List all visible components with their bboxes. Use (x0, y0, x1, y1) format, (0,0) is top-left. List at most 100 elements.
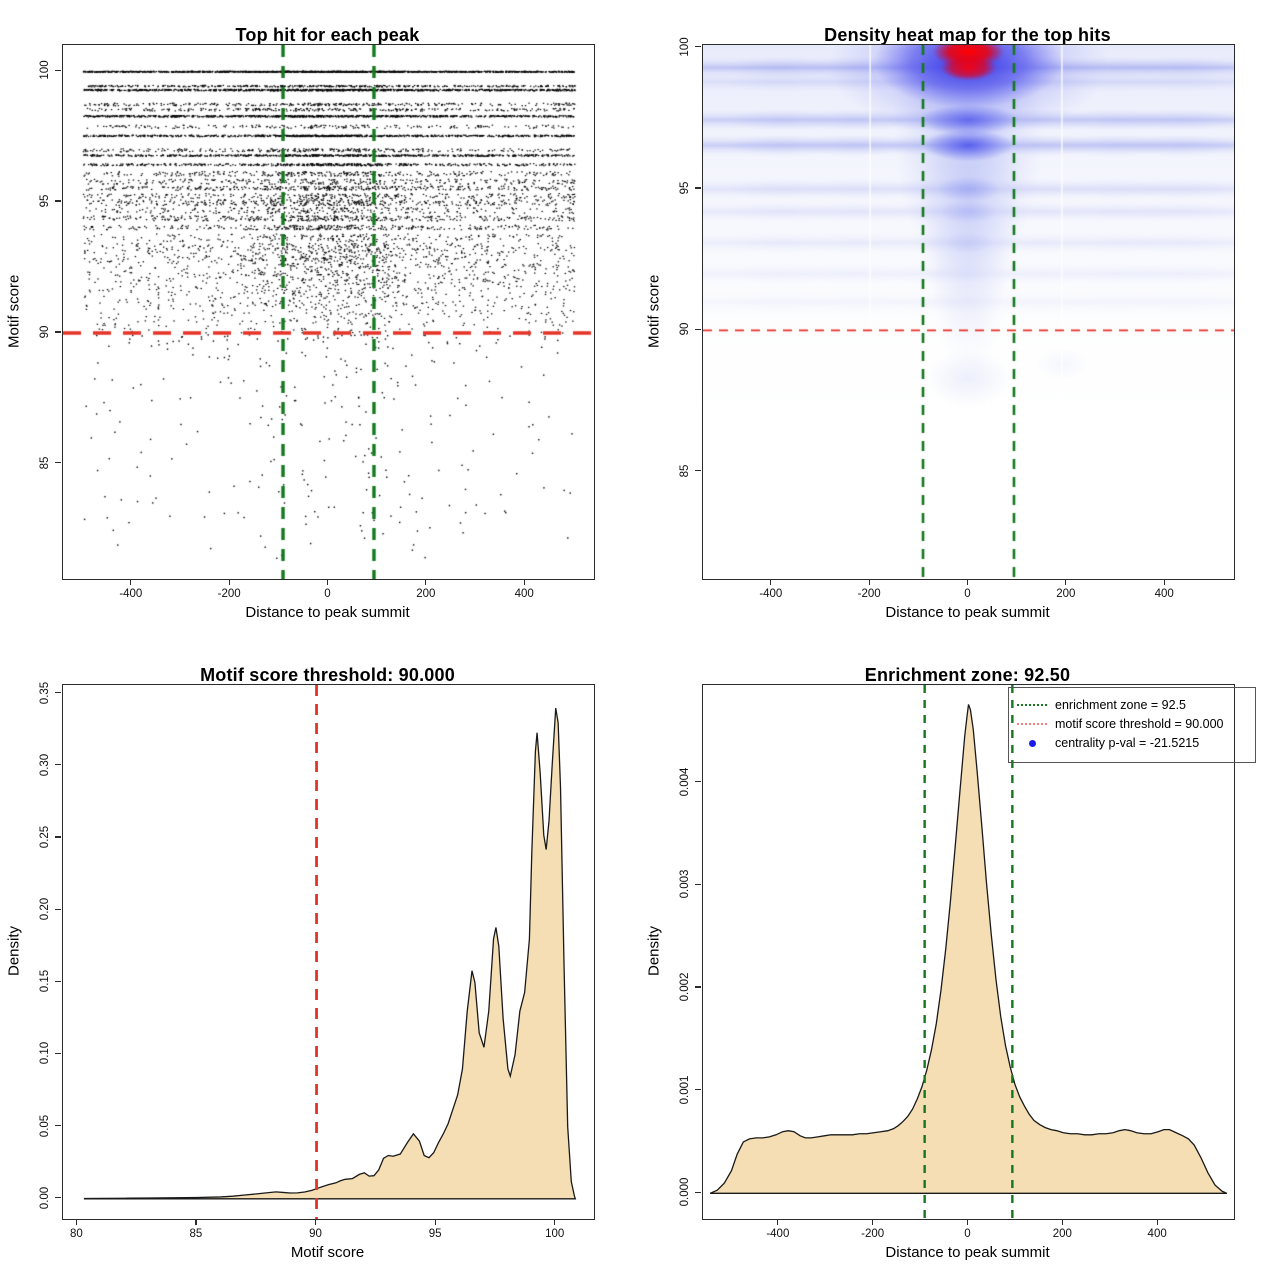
x-axis-tick-label: 400 (1154, 588, 1174, 600)
y-axis-tick (55, 1197, 61, 1199)
y-axis-tick (55, 1125, 61, 1127)
x-axis-tick-label: -200 (861, 1228, 885, 1240)
y-axis-tick-label: 0.002 (679, 972, 691, 1002)
x-axis-tick (872, 1219, 874, 1225)
x-axis-tick-label: 0 (964, 1228, 971, 1240)
panel-summit-distance-density: Enrichment zone: 92.50 Density enrichmen… (640, 640, 1280, 1280)
y-axis-tick-label: 100 (679, 37, 691, 57)
x-axis-tick (228, 579, 230, 585)
y-axis-tick-label: 95 (39, 194, 51, 208)
plot-legend: enrichment zone = 92.5 motif score thres… (1008, 687, 1256, 763)
y-axis-tick-label: 85 (679, 464, 691, 478)
panel-top-hits-scatter: Top hit for each peak Motif score Distan… (0, 0, 640, 640)
x-axis-tick-label: -200 (857, 588, 881, 600)
panel-title: Motif score threshold: 90.000 (200, 664, 455, 685)
y-axis-tick-label: 85 (39, 456, 51, 470)
x-axis-label: Distance to peak summit (885, 1244, 1050, 1261)
panel-density-heatmap: Density heat map for the top hits Motif … (640, 0, 1280, 640)
y-axis-tick-label: 0.30 (39, 753, 51, 777)
y-axis-tick (55, 331, 61, 333)
legend-label: enrichment zone = 92.5 (1055, 698, 1186, 712)
legend-entry: motif score threshold = 90.000 (1015, 715, 1251, 733)
panel-title: Enrichment zone: 92.50 (864, 664, 1071, 685)
y-axis-tick (55, 836, 61, 838)
y-axis-tick (55, 200, 61, 202)
x-axis-tick-label: 400 (514, 588, 534, 600)
x-axis-tick-label: 200 (1056, 588, 1076, 600)
plot-area (62, 44, 595, 580)
legend-swatch-2 (1015, 739, 1049, 747)
x-axis-label: Distance to peak summit (245, 604, 410, 621)
legend-entry: centrality p-val = -21.5215 (1015, 734, 1251, 752)
x-axis-tick-label: 200 (1052, 1228, 1072, 1240)
x-axis-tick (314, 1219, 317, 1225)
x-axis-tick (425, 579, 427, 585)
y-axis-tick (55, 69, 61, 71)
y-axis-tick (55, 764, 61, 766)
x-axis-tick (777, 1219, 779, 1225)
x-axis-tick (75, 1219, 77, 1225)
x-axis-tick-label: -400 (759, 588, 783, 600)
x-axis-tick (554, 1219, 556, 1225)
x-axis-label: Distance to peak summit (885, 604, 1050, 621)
x-axis-tick-label: -200 (217, 588, 241, 600)
x-axis-tick (1065, 579, 1067, 585)
y-axis-tick (55, 908, 61, 910)
x-axis-tick-label: 85 (189, 1228, 203, 1240)
x-axis-tick-label: 400 (1147, 1228, 1167, 1240)
y-axis-tick-label: 0.00 (39, 1186, 51, 1209)
y-axis-tick-label: 0.05 (39, 1114, 51, 1137)
y-axis-tick (695, 883, 701, 885)
heatmap-canvas (703, 45, 1234, 579)
density-curve (83, 707, 577, 1200)
y-axis-label: Motif score (645, 274, 663, 348)
legend-label: centrality p-val = -21.5215 (1055, 736, 1200, 750)
density-curve (709, 704, 1228, 1194)
x-axis-tick (1163, 579, 1165, 585)
y-axis-tick-label: 0.000 (679, 1177, 691, 1207)
y-axis-tick (695, 328, 701, 330)
blue-dot-icon (1028, 739, 1036, 747)
legend-swatch-1 (1015, 723, 1049, 725)
y-axis-tick-label: 100 (39, 60, 51, 80)
x-axis-tick-label: -400 (766, 1228, 790, 1240)
y-axis-tick (55, 692, 61, 694)
y-axis-tick (695, 187, 701, 189)
panel-title: Top hit for each peak (235, 24, 420, 45)
y-axis-tick-label: 95 (679, 181, 691, 195)
y-axis-label: Density (645, 925, 663, 977)
x-axis-tick-label: 200 (416, 588, 436, 600)
x-axis-tick-label: -400 (119, 588, 143, 600)
x-axis-tick (966, 579, 969, 585)
y-axis-tick-label: 0.001 (679, 1075, 691, 1105)
x-axis-tick (195, 1219, 197, 1225)
legend-entry: enrichment zone = 92.5 (1015, 696, 1251, 714)
x-axis-tick-label: 100 (545, 1228, 565, 1240)
panel-title: Density heat map for the top hits (824, 24, 1111, 45)
y-axis-tick (695, 1089, 701, 1091)
green-dotted-line-icon (1017, 704, 1047, 706)
y-axis-tick (695, 1191, 701, 1193)
y-axis-tick-label: 0.25 (39, 825, 51, 849)
y-axis-tick (55, 462, 61, 464)
legend-label: motif score threshold = 90.000 (1055, 717, 1224, 731)
x-axis-tick-label: 90 (309, 1228, 322, 1240)
x-axis-tick (326, 579, 329, 585)
plot-area (702, 684, 1235, 1220)
plot-area (62, 684, 595, 1220)
y-axis-label: Density (5, 925, 23, 977)
x-axis-tick (523, 579, 525, 585)
x-axis-tick (770, 579, 772, 585)
y-axis-tick (695, 470, 701, 472)
y-axis-tick-label: 0.10 (39, 1042, 51, 1065)
x-axis-tick (868, 579, 870, 585)
x-axis-tick (1156, 1219, 1158, 1225)
y-axis-tick-label: 0.15 (39, 970, 51, 993)
plot-area (702, 44, 1235, 580)
y-axis-tick (55, 1052, 61, 1055)
legend-swatch-0 (1015, 704, 1049, 706)
scatter-canvas (63, 45, 594, 579)
y-axis-tick (695, 986, 701, 988)
y-axis-tick-label: 0.35 (39, 681, 51, 704)
